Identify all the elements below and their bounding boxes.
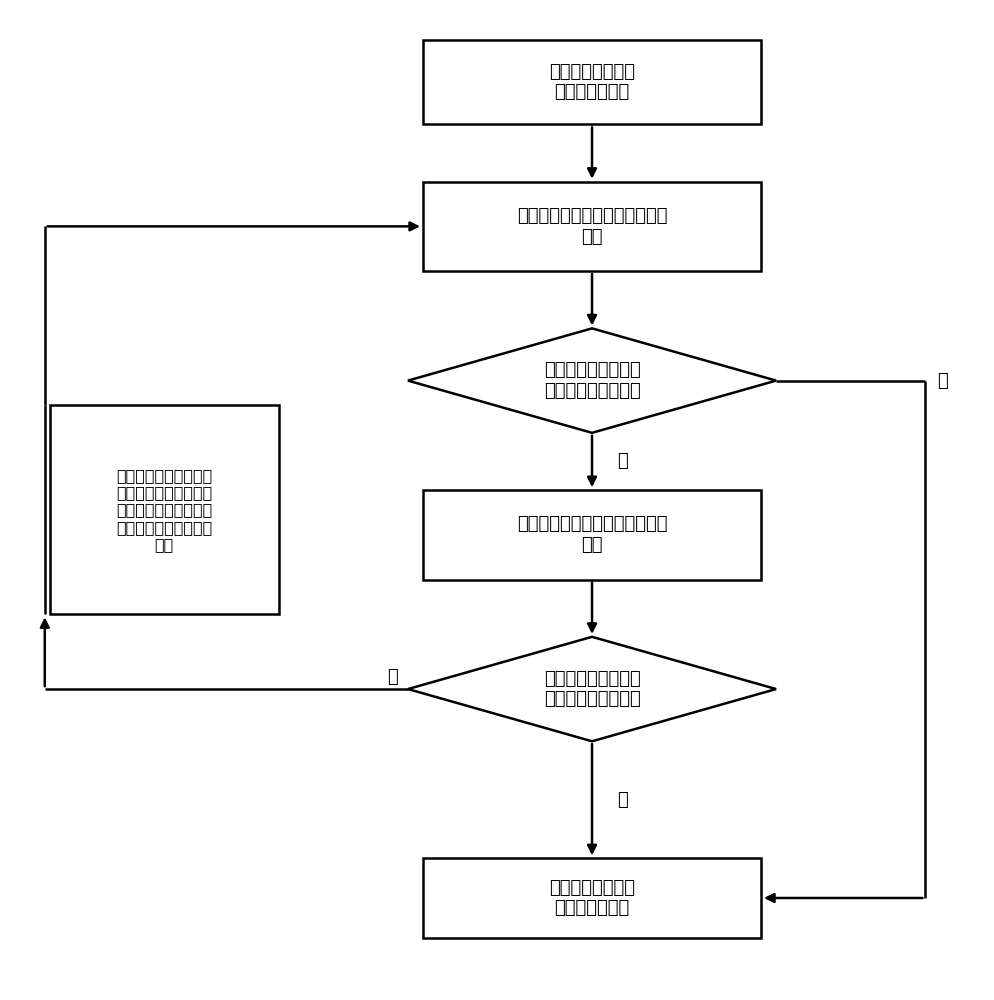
Text: 否: 否 [936, 372, 947, 390]
Bar [422, 40, 760, 124]
Text: 接受并解析报文，
得到报文的属性: 接受并解析报文， 得到报文的属性 [549, 63, 634, 102]
Polygon shape [408, 328, 775, 433]
Text: 是: 是 [387, 668, 398, 686]
Text: 根据相应的流行为
对报文进行处理: 根据相应的流行为 对报文进行处理 [549, 879, 634, 917]
Text: 在第一级流表中匹配，得到查找
结果: 在第一级流表中匹配，得到查找 结果 [516, 207, 667, 246]
Text: 判断所述流行为是否
为做下一级流表匹配: 判断所述流行为是否 为做下一级流表匹配 [543, 670, 640, 708]
Bar [422, 490, 760, 580]
Text: 是: 是 [616, 452, 627, 470]
Text: 判断所述流行为是否
为做下一级流表匹配: 判断所述流行为是否 为做下一级流表匹配 [543, 361, 640, 400]
Polygon shape [408, 637, 775, 741]
Bar [50, 405, 278, 614]
Text: 将报文通过芯片环回通
道送入芯片内部预留入
端口，报文则在完成环
回后进行下一级流表的
查找: 将报文通过芯片环回通 道送入芯片内部预留入 端口，报文则在完成环 回后进行下一级… [116, 468, 212, 552]
Bar [422, 182, 760, 271]
Bar [422, 858, 760, 938]
Text: 在第二级流表中匹配，得到查找
结果: 在第二级流表中匹配，得到查找 结果 [516, 515, 667, 554]
Text: 否: 否 [616, 791, 627, 809]
